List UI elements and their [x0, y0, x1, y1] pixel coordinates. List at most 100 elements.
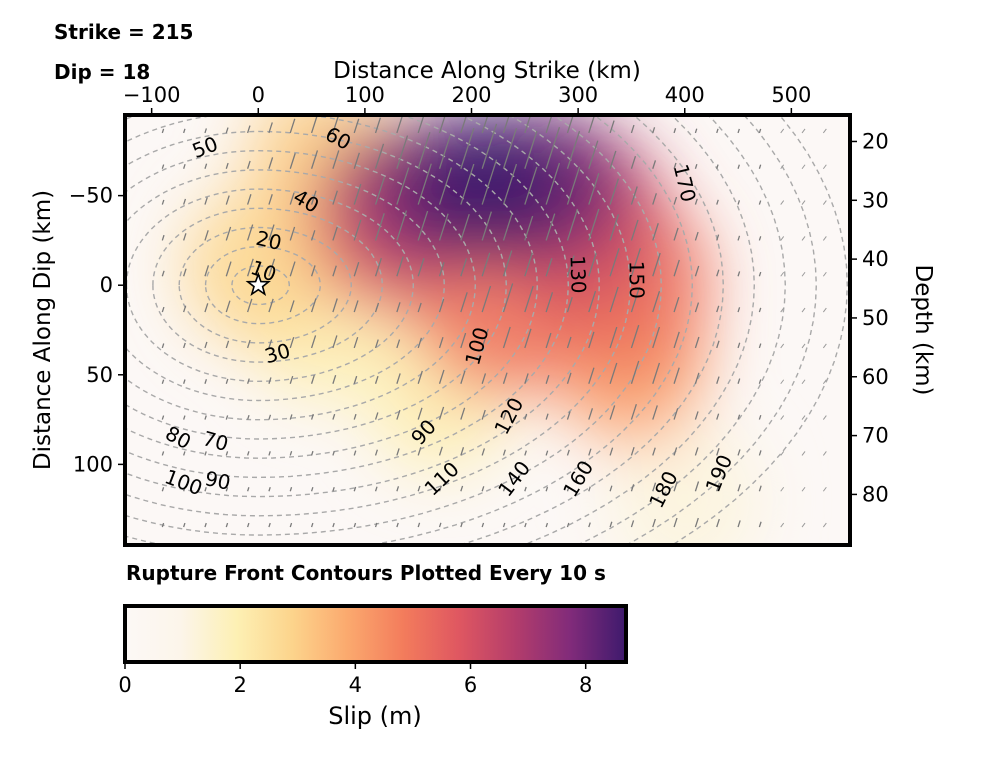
slip-vector [225, 226, 232, 241]
slip-vector [716, 448, 720, 456]
contour-label: 130 [565, 255, 590, 294]
slip-vector [332, 486, 335, 492]
slip-vector [183, 379, 186, 384]
slip-distribution [183, 115, 760, 545]
slip-vector [652, 518, 656, 528]
slip-vector [630, 156, 637, 169]
slip-vector [460, 115, 468, 134]
slip-vector [545, 213, 556, 241]
slip-vector [246, 451, 250, 456]
slip-vector [438, 262, 445, 277]
slip-vector [630, 447, 635, 456]
slip-vector [289, 192, 295, 205]
slip-vector [630, 324, 640, 349]
slip-vector [268, 194, 273, 205]
slip-vector [204, 522, 207, 528]
slip-vector [566, 166, 581, 205]
slip-vector [502, 214, 513, 241]
slip-vector [801, 486, 806, 492]
slip-vector [524, 215, 534, 241]
slip-vector [460, 522, 463, 528]
slip-vector [652, 127, 656, 134]
slip-vector [545, 486, 549, 492]
slip-vector [801, 451, 806, 456]
slip-vector [566, 130, 581, 169]
slip-vector [630, 124, 635, 134]
slip-vector [289, 261, 296, 277]
slip-vector [460, 163, 475, 205]
slip-vector [737, 271, 741, 277]
slip-vector [246, 522, 250, 528]
slip-vector [161, 306, 165, 313]
slip-vector [332, 450, 335, 456]
y-axis-ticks: −50 0 50 100 [69, 184, 125, 476]
x-axis-ticks: −100 0 100 200 300 400 500 [123, 83, 811, 115]
slip-vector [396, 409, 401, 420]
slip-vector [332, 522, 335, 528]
slip-vector [524, 252, 533, 277]
slip-vector [524, 373, 529, 384]
slip-vector [417, 258, 425, 277]
slip-vector [374, 412, 379, 420]
slip-vectors [161, 115, 827, 528]
slip-vector [460, 370, 466, 384]
slip-vector [780, 522, 785, 528]
slip-patch [610, 419, 760, 545]
rupture-contour [125, 115, 694, 545]
slip-vector [630, 286, 641, 313]
slip-vector [438, 485, 442, 492]
slip-vector [225, 378, 229, 384]
slip-vector [545, 292, 554, 313]
slip-vector [673, 259, 680, 277]
slip-vector [780, 271, 785, 277]
slip-vector [246, 339, 251, 349]
slip-vector [694, 163, 698, 169]
slip-vector [225, 195, 230, 205]
slip-vector [204, 163, 208, 169]
slip-vector [396, 210, 408, 241]
slip-vector [588, 331, 595, 349]
slip-vector [161, 522, 165, 528]
slip-vector [737, 342, 741, 349]
slip-vector [417, 337, 423, 349]
slip-vector [268, 339, 273, 349]
slip-vector [438, 406, 445, 420]
rupture-contour [575, 115, 787, 545]
rupture-contour [178, 226, 353, 344]
slip-vector [310, 413, 314, 420]
slip-vector [673, 227, 679, 241]
slip-vector [268, 298, 274, 313]
y-tick-label: 100 [73, 452, 113, 476]
rupture-contour [125, 115, 539, 459]
slip-vector [716, 482, 721, 492]
rupture-contour [125, 115, 570, 479]
slip-vector [566, 522, 570, 528]
slip-vector [374, 143, 385, 169]
slip-vector [396, 448, 400, 456]
slip-vector [524, 166, 538, 205]
slip-vector [481, 285, 492, 313]
y-axis-label: Distance Along Dip (km) [30, 190, 56, 470]
slip-vector [502, 522, 506, 528]
x-tick-label: 0 [252, 83, 265, 107]
slip-vector [289, 336, 295, 349]
slip-vector [183, 342, 186, 349]
slip-vector [225, 451, 229, 456]
slip-vector [417, 163, 432, 205]
slip-vector [481, 328, 489, 349]
colorbar-tick-label: 0 [118, 673, 131, 697]
slip-vector [630, 520, 635, 528]
slip-vector [225, 487, 229, 492]
slip-vector [673, 196, 678, 205]
slip-vector [588, 115, 596, 134]
slip-vector [417, 407, 423, 420]
slip-vector [652, 290, 661, 313]
slip-vector [822, 200, 827, 205]
slip-vector [524, 285, 534, 313]
slip-vector [609, 248, 620, 277]
slip-vector [289, 375, 294, 384]
slip-vector [545, 375, 550, 384]
slip-vector [268, 157, 274, 169]
slip-vector [694, 447, 699, 456]
slip-vector [694, 372, 700, 384]
